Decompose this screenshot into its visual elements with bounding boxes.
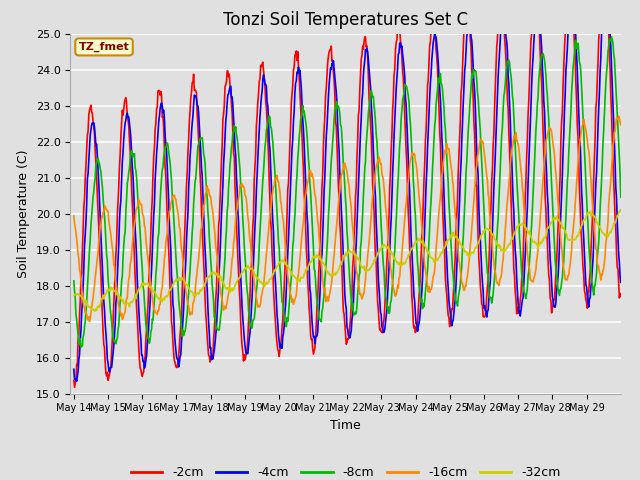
-16cm (236, 190, 243, 196)
-8cm (608, 34, 616, 40)
Text: TZ_fmet: TZ_fmet (79, 42, 129, 52)
-2cm (135, 345, 143, 350)
-32cm (617, 207, 625, 213)
-16cm (135, 197, 143, 203)
-2cm (404, 210, 412, 216)
-16cm (404, 179, 412, 185)
-16cm (435, 209, 443, 215)
-32cm (135, 286, 143, 292)
-8cm (435, 77, 443, 83)
-16cm (262, 252, 270, 257)
Legend: -2cm, -4cm, -8cm, -16cm, -32cm: -2cm, -4cm, -8cm, -16cm, -32cm (126, 461, 565, 480)
-4cm (617, 279, 625, 285)
-4cm (284, 270, 291, 276)
-4cm (135, 305, 143, 311)
-4cm (70, 366, 77, 372)
-32cm (92, 308, 99, 314)
Line: -8cm: -8cm (74, 37, 621, 347)
-2cm (617, 293, 625, 299)
-4cm (73, 378, 81, 384)
Line: -2cm: -2cm (74, 0, 621, 387)
-16cm (86, 319, 93, 324)
-8cm (135, 207, 143, 213)
-32cm (236, 275, 243, 280)
Y-axis label: Soil Temperature (C): Soil Temperature (C) (17, 149, 30, 278)
-2cm (70, 378, 77, 384)
-32cm (284, 263, 291, 268)
-4cm (404, 155, 412, 160)
Line: -32cm: -32cm (74, 210, 621, 311)
Line: -16cm: -16cm (74, 116, 621, 322)
-16cm (70, 213, 77, 219)
X-axis label: Time: Time (330, 419, 361, 432)
-8cm (284, 315, 291, 321)
-8cm (262, 127, 270, 133)
-2cm (236, 287, 243, 292)
Title: Tonzi Soil Temperatures Set C: Tonzi Soil Temperatures Set C (223, 11, 468, 29)
-16cm (615, 113, 623, 119)
-4cm (236, 241, 243, 247)
-2cm (70, 384, 78, 390)
-8cm (404, 93, 412, 98)
-8cm (77, 344, 84, 350)
-16cm (617, 122, 625, 128)
-32cm (262, 279, 270, 285)
-16cm (284, 264, 291, 270)
-8cm (70, 278, 77, 284)
-32cm (404, 252, 412, 258)
-2cm (262, 105, 270, 111)
-32cm (70, 293, 77, 299)
-4cm (262, 84, 270, 89)
-32cm (435, 254, 443, 260)
-2cm (435, 104, 443, 110)
-2cm (284, 211, 291, 217)
-4cm (435, 72, 443, 78)
Line: -4cm: -4cm (74, 0, 621, 381)
-8cm (236, 160, 243, 166)
-8cm (617, 194, 625, 200)
